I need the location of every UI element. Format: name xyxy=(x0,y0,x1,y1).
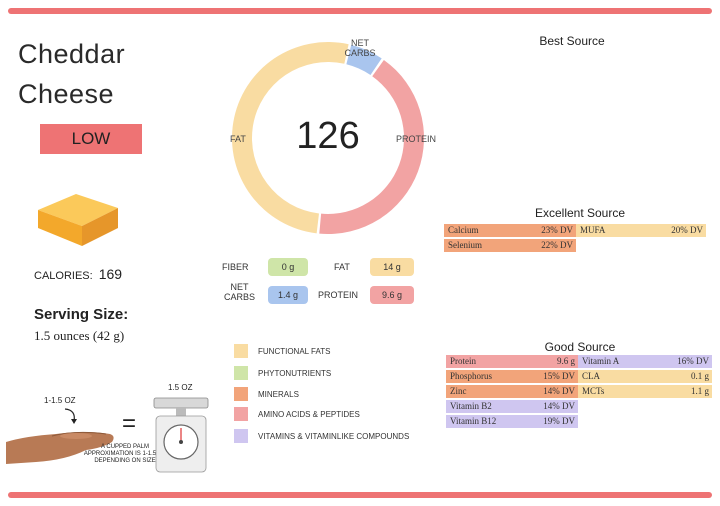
excellent-item-calcium: Calcium 23% DV xyxy=(444,224,576,237)
legend-label: VITAMINS & VITAMINLIKE COMPOUNDS xyxy=(258,432,410,441)
macro-fiber-value: 0 g xyxy=(268,258,308,276)
nutrient-value: 1.1 g xyxy=(691,386,709,396)
calories-label: CALORIES: xyxy=(34,270,93,282)
good-item-vitamin-b2: Vitamin B2 14% DV xyxy=(446,400,578,413)
good-item-vitamin-b12: Vitamin B12 19% DV xyxy=(446,415,578,428)
nutrient-value: 0.1 g xyxy=(691,371,709,381)
nutrient-value: 19% DV xyxy=(543,416,575,426)
best-source-title: Best Source xyxy=(539,34,605,48)
macro-net-carbs-label-line-1: NET xyxy=(230,282,249,292)
curved-arrow-icon xyxy=(64,408,77,424)
donut-segment-net-carbs xyxy=(346,44,382,75)
donut-label-protein: PROTEIN xyxy=(396,134,437,144)
macro-fat-value: 14 g xyxy=(370,258,414,276)
good-item-cla: CLA 0.1 g xyxy=(578,370,712,383)
good-item-phosphorus: Phosphorus 15% DV xyxy=(446,370,578,383)
top-border-bar xyxy=(8,8,712,14)
nutrient-name: Vitamin B2 xyxy=(450,401,492,411)
donut-center-value: 126 xyxy=(296,115,359,157)
nutrient-name: Phosphorus xyxy=(450,371,493,381)
nutrient-value: 16% DV xyxy=(677,356,709,366)
donut-label-fat: FAT xyxy=(230,134,246,144)
nutrient-name: Vitamin B12 xyxy=(450,416,497,426)
good-item-vitamin-a: Vitamin A 16% DV xyxy=(578,355,712,368)
rating-badge: LOW xyxy=(40,124,142,154)
donut-segment-protein xyxy=(319,59,425,235)
nutrient-name: MUFA xyxy=(580,225,606,235)
excellent-item-mufa: MUFA 20% DV xyxy=(576,224,706,237)
legend-label: PHYTONUTRIENTS xyxy=(258,369,332,378)
kitchen-scale-icon xyxy=(153,397,209,473)
macro-net-carbs-label-line-2: CARBS xyxy=(224,292,256,302)
cupped-hand-icon xyxy=(6,431,114,464)
nutrient-name: MCTs xyxy=(582,386,605,396)
legend-swatch xyxy=(234,344,248,358)
excellent-source-title: Excellent Source xyxy=(534,206,626,220)
donut-segment-fat xyxy=(232,42,349,234)
cheese-block-icon xyxy=(38,194,118,246)
nutrient-value: 23% DV xyxy=(541,225,573,235)
nutrient-value: 20% DV xyxy=(671,225,703,235)
legend-swatch xyxy=(234,366,248,380)
nutrient-name: Selenium xyxy=(448,240,482,250)
legend-label: FUNCTIONAL FATS xyxy=(258,347,331,356)
calories-row: CALORIES: 169 xyxy=(34,266,122,282)
serving-size-title: Serving Size: xyxy=(34,306,129,323)
legend-swatch xyxy=(234,429,248,443)
food-title: Cheddar Cheese xyxy=(18,34,178,114)
calories-value: 169 xyxy=(98,266,123,282)
macro-fiber-label: FIBER xyxy=(222,262,249,272)
legend-swatch xyxy=(234,387,248,401)
serving-size-value: 1.5 ounces (42 g) xyxy=(34,328,125,343)
legend-swatch xyxy=(234,407,248,421)
good-item-protein: Protein 9.6 g xyxy=(446,355,578,368)
nutrient-value: 15% DV xyxy=(543,371,575,381)
nutrient-name: CLA xyxy=(582,371,600,381)
good-source-title: Good Source xyxy=(544,340,616,354)
nutrient-name: Calcium xyxy=(448,225,479,235)
nutrient-value: 14% DV xyxy=(543,401,575,411)
donut-label-net-carbs-line-2: CARBS xyxy=(344,48,376,58)
macro-net-carbs-value: 1.4 g xyxy=(268,286,308,304)
macro-net-carbs-label: NET CARBS xyxy=(224,282,255,302)
macro-protein-label: PROTEIN xyxy=(318,290,359,300)
food-title-line-1: Cheddar xyxy=(18,39,126,69)
bottom-border-bar xyxy=(8,492,712,498)
portion-caption: A CUPPED PALM APPROXIMATION IS 1-1.5 OZ … xyxy=(83,444,167,464)
donut-label-net-carbs: NET CARBS xyxy=(340,38,380,58)
nutrient-value: 14% DV xyxy=(543,386,575,396)
hand-portion-label: 1-1.5 OZ xyxy=(44,396,76,405)
legend-label: MINERALS xyxy=(258,390,299,399)
nutrient-name: Vitamin A xyxy=(582,356,620,366)
good-item-zinc: Zinc 14% DV xyxy=(446,385,578,398)
good-item-mcts: MCTs 1.1 g xyxy=(578,385,712,398)
legend-label: AMINO ACIDS & PEPTIDES xyxy=(258,410,360,419)
calorie-donut-chart: 126 xyxy=(232,42,425,235)
donut-label-net-carbs-line-1: NET xyxy=(351,38,369,48)
excellent-item-selenium: Selenium 22% DV xyxy=(444,239,576,252)
nutrient-name: Zinc xyxy=(450,386,467,396)
food-title-line-2: Cheese xyxy=(18,79,115,109)
nutrient-value: 22% DV xyxy=(541,240,573,250)
nutrient-name: Protein xyxy=(450,356,476,366)
macro-fat-label: FAT xyxy=(334,262,350,272)
macro-protein-value: 9.6 g xyxy=(370,286,414,304)
nutrient-value: 9.6 g xyxy=(557,356,575,366)
scale-portion-label: 1.5 OZ xyxy=(168,383,193,392)
equals-sign: = xyxy=(122,410,137,437)
